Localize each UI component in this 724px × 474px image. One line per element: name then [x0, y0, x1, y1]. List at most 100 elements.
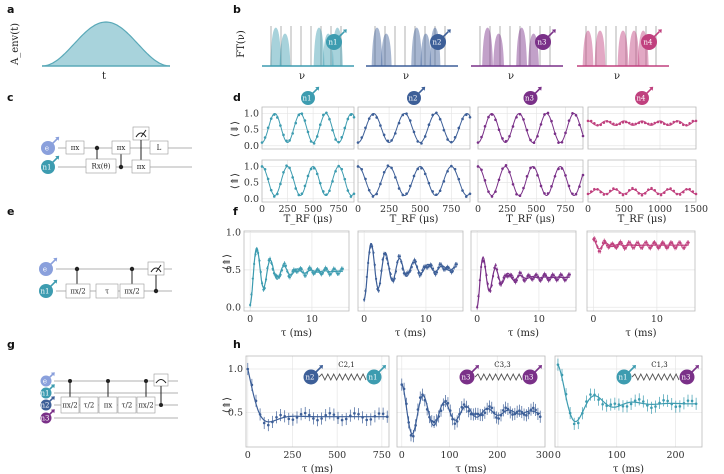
rabi-data-point: [309, 167, 313, 171]
rabi-data-point: [423, 172, 427, 176]
rabi-data-point: [382, 133, 386, 137]
correlation-data-point: [490, 406, 494, 410]
rabi-data-point: [518, 194, 522, 198]
qubit-n1-label: n1: [43, 164, 52, 172]
rabi-plot-4-top: [586, 106, 698, 150]
ramsey-data-point: [495, 268, 499, 271]
nucleus-ball-n2-arrow-head: [446, 29, 451, 34]
spectrum-peak: [628, 30, 640, 67]
coupling-spring: [318, 372, 367, 382]
correlation-plot-1: 0.5 1.0 0 250 500 750 n2 n1 C2,1: [228, 355, 391, 461]
control-dot-1: [94, 145, 100, 151]
nucleus-ball-n2-label: n2: [433, 39, 442, 47]
nucleus-ball-n2-arrow-shaft: [439, 31, 449, 41]
ramsey-data-point: [453, 266, 456, 269]
correlation-data-point: [650, 406, 653, 410]
rabi-data-point: [343, 177, 347, 181]
rabi-data-point: [457, 177, 461, 181]
panel-d-nucleus-n3-label: n3: [525, 95, 534, 103]
coupling-ball-right-arrow-head: [695, 365, 699, 369]
ramsey-data-point: [544, 274, 548, 277]
correlation-data-point: [625, 405, 629, 408]
ramsey-data-point: [679, 241, 682, 244]
ramsey-data-point: [663, 242, 666, 245]
correlation-data-point: [312, 417, 315, 420]
coupling-ball-left-label: n1: [619, 374, 628, 382]
ramsey-data-point: [497, 276, 500, 279]
rabi-data-point: [669, 187, 672, 190]
xtick-label: 1000: [648, 204, 672, 215]
ramsey-data-point: [371, 245, 374, 248]
spectrum-grey-peak: [615, 26, 617, 66]
ramsey-data-point: [490, 284, 493, 287]
ramsey-data-point: [339, 270, 342, 273]
ramsey-data-point: [364, 289, 367, 293]
xtick-label: 0: [474, 314, 480, 325]
rabi-data-point: [672, 189, 676, 193]
ramsey-data-point: [280, 269, 284, 272]
rabi-data-point: [416, 167, 420, 171]
rabi-data-point: [483, 125, 487, 128]
rabi-data-point: [420, 142, 423, 145]
rabi-data-point: [539, 184, 543, 188]
ramsey-data-point: [491, 274, 495, 278]
rabi-data-point: [624, 120, 628, 124]
correlation-data-point: [488, 405, 491, 408]
coupling-ball-right: n3: [522, 365, 542, 385]
spectrum-grey-peak: [605, 26, 607, 66]
xtick-label: 0: [259, 204, 265, 215]
correlation-data-point: [430, 419, 434, 423]
rabi-data-point: [390, 166, 393, 170]
rabi-data-point: [596, 188, 599, 191]
coupling-ball-right-arrow-shaft: [531, 366, 541, 376]
correlation-data-point: [465, 405, 468, 409]
correlation-data-point: [455, 420, 459, 423]
rabi-data-point: [331, 180, 334, 183]
ramsey-plot-4: 0 10: [586, 230, 696, 325]
panel-f-ylabel: ⟨⇑⟩: [222, 254, 233, 270]
ramsey-data-point: [638, 244, 641, 247]
rabi-data-point: [318, 181, 322, 185]
rabi-data-point: [678, 121, 682, 124]
panel-b-ylabel: FT(ν): [236, 30, 247, 58]
ramsey-data-point: [416, 265, 419, 269]
ramsey-data-point: [654, 243, 658, 246]
rabi-data-point: [390, 139, 393, 142]
correlation-data-point: [307, 413, 311, 417]
rabi-data-point: [276, 192, 279, 196]
gate-pi-half-1-label: πx/2: [70, 288, 85, 296]
ytick-label: 0.5: [228, 407, 243, 418]
ramsey-data-point: [650, 244, 653, 248]
ramsey-data-point: [566, 276, 569, 279]
panel-d-nucleus-n2: n2: [407, 86, 426, 105]
rabi-data-point: [269, 188, 273, 192]
rabi-data-point: [405, 192, 408, 196]
axes-frame: [477, 106, 584, 150]
xtick-label: 500: [411, 204, 429, 215]
rabi-data-point: [450, 140, 453, 144]
ytick-label: 0.5: [226, 265, 241, 276]
correlation-data-point: [613, 402, 617, 405]
rabi-data-point: [272, 113, 276, 116]
ramsey-data-point: [494, 264, 497, 267]
ytick-label: 1.0: [244, 108, 259, 119]
ramsey-data-point: [368, 251, 371, 254]
gate-L-label: L: [157, 144, 162, 152]
panel-label-b: b: [233, 3, 241, 16]
correlation-data-point: [421, 393, 424, 396]
correlation-data-point: [409, 434, 413, 437]
rabi-data-point: [397, 121, 401, 125]
correlation-data-point: [258, 413, 262, 416]
ramsey-data-point: [529, 275, 532, 278]
rabi-plot-1-bottom: 0.0 0.5 1.0 0 250 500 750: [244, 159, 356, 215]
nucleus-ball-n4-label: n4: [644, 39, 654, 47]
rabi-data-point: [328, 189, 331, 193]
xtick-label: 250: [498, 204, 516, 215]
ramsey-data-point: [601, 241, 604, 245]
rabi-data-point: [593, 187, 596, 191]
ramsey-data-point: [510, 274, 513, 277]
rabi-data-point: [571, 192, 574, 196]
rabi-data-point: [490, 195, 494, 198]
panel-d-xlabel: T_RF (μs): [618, 214, 667, 225]
gate-pi-half-2: [119, 283, 145, 299]
